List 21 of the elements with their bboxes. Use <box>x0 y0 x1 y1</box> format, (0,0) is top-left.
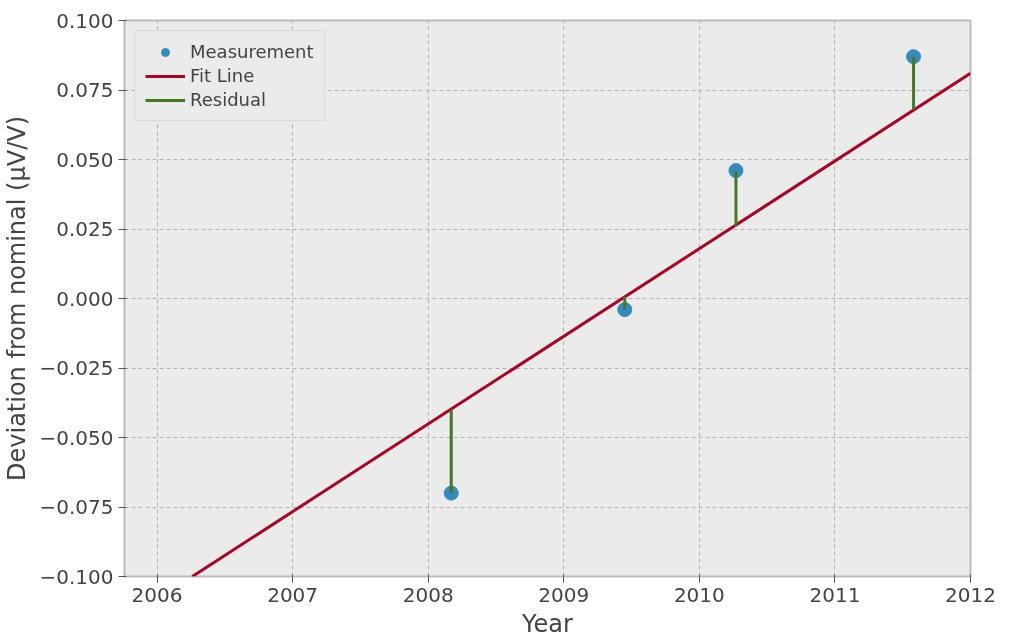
x-tick-label: 2012 <box>945 582 996 607</box>
legend-label: Fit Line <box>190 65 255 86</box>
y-tick-label: −0.050 <box>39 425 114 450</box>
x-tick-label: 2007 <box>267 582 319 607</box>
x-axis-title: Year <box>521 609 574 638</box>
x-tick-label: 2010 <box>673 582 725 607</box>
y-tick-label: 0.050 <box>56 147 114 172</box>
y-tick-label: 0.000 <box>56 286 114 311</box>
y-tick-label: 0.100 <box>56 8 114 33</box>
y-tick-label: −0.075 <box>39 495 114 519</box>
y-tick-label: 0.025 <box>56 217 114 241</box>
x-tick-label: 2006 <box>131 582 183 607</box>
y-axis-title: Deviation from nominal (µV/V) <box>3 116 32 481</box>
x-tick-label: 2009 <box>538 582 590 607</box>
y-tick-label: 0.075 <box>56 78 114 102</box>
x-tick-label: 2008 <box>402 582 454 607</box>
legend-label: Measurement <box>190 41 314 62</box>
x-tick-label: 2011 <box>809 582 861 607</box>
legend-label: Residual <box>190 89 267 110</box>
y-tick-label: −0.025 <box>39 356 114 380</box>
y-tick-label: −0.100 <box>39 564 114 589</box>
